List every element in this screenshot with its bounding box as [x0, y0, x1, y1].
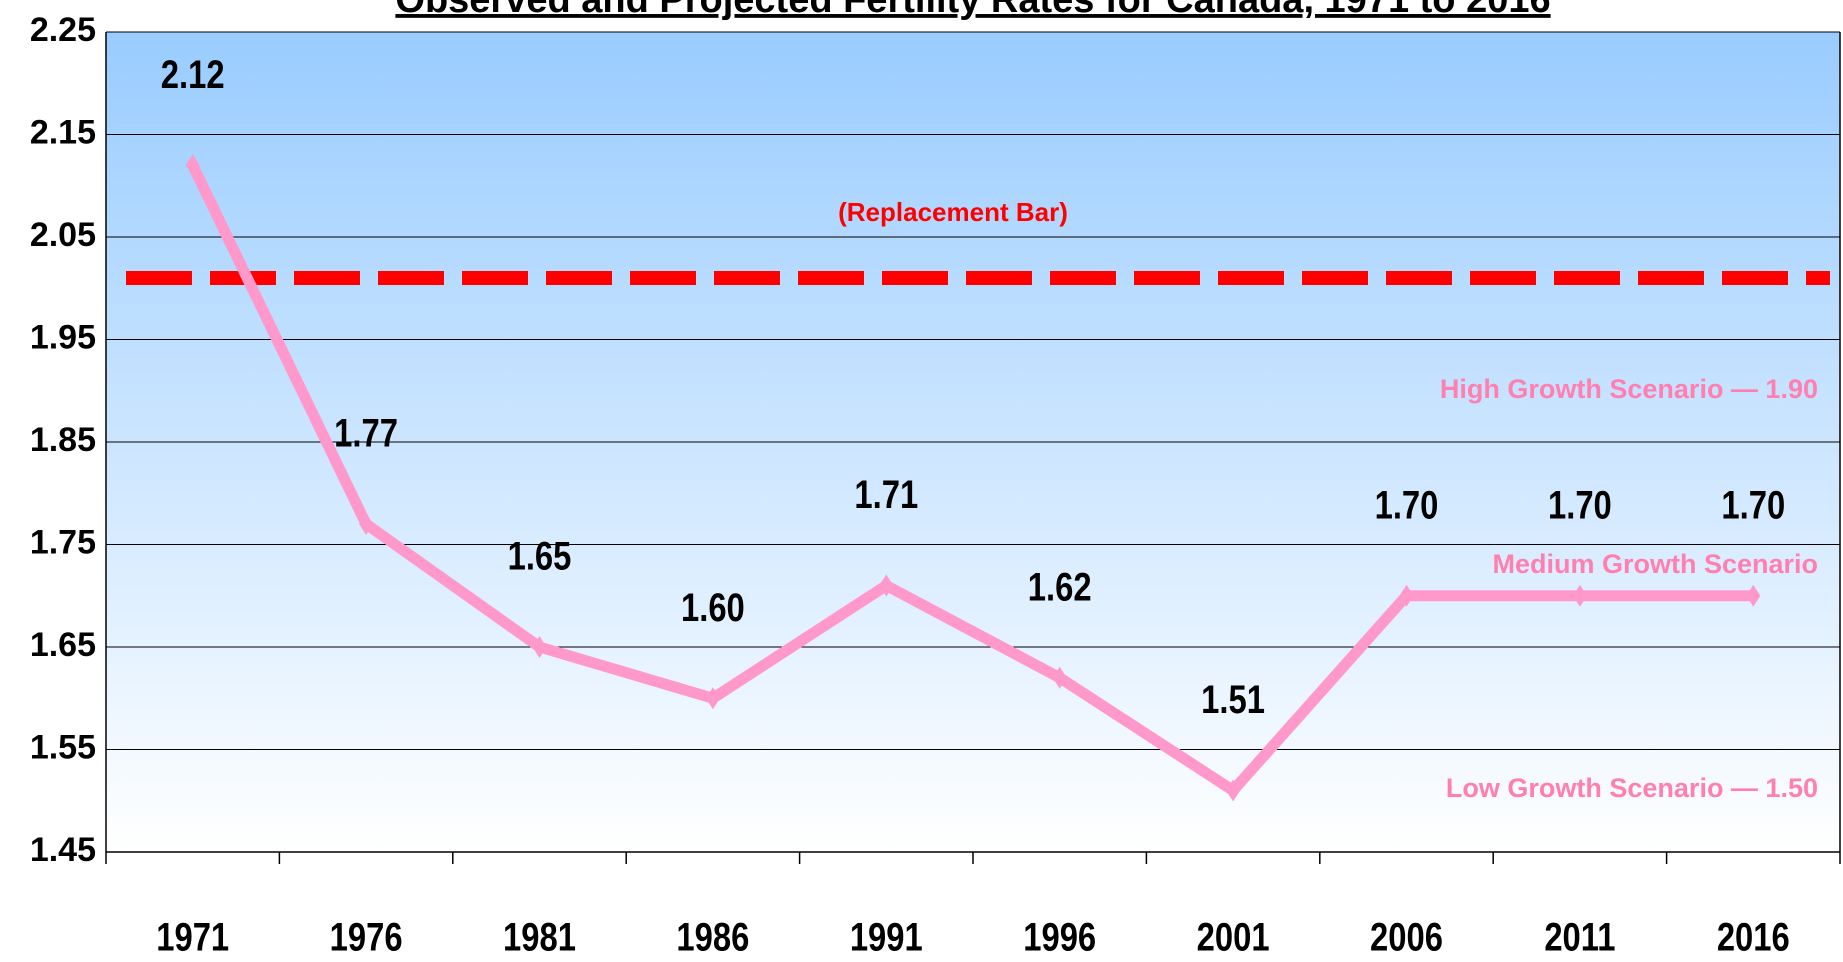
- y-tick-label: 1.85: [30, 421, 96, 459]
- marker: [1746, 584, 1761, 607]
- data-label: 1.65: [508, 533, 572, 578]
- data-label: 1.60: [681, 585, 745, 630]
- marker: [1572, 584, 1587, 607]
- data-label: 1.51: [1201, 677, 1265, 722]
- marker: [359, 513, 374, 535]
- data-label: 1.70: [1721, 482, 1785, 527]
- x-tick-label: 1996: [1023, 914, 1096, 959]
- data-label: 2.12: [161, 52, 225, 97]
- x-tick-label: 2001: [1197, 914, 1270, 959]
- y-tick-label: 1.55: [30, 728, 96, 766]
- y-tick-label: 1.95: [30, 318, 96, 356]
- y-tick-label: 1.65: [30, 626, 96, 664]
- y-tick-label: 2.15: [30, 113, 96, 151]
- data-label: 1.70: [1375, 482, 1439, 527]
- x-tick-label: 2011: [1544, 914, 1615, 959]
- y-tick-label: 2.05: [30, 216, 96, 254]
- x-tick-label: 2016: [1717, 914, 1790, 959]
- data-label: 1.62: [1028, 564, 1092, 609]
- marker: [1052, 666, 1067, 689]
- marker: [185, 154, 200, 177]
- y-tick-label: 2.25: [30, 11, 96, 49]
- chart-title: Observed and Projected Fertility Rates f…: [395, 0, 1550, 21]
- x-tick-label: 1991: [850, 914, 923, 959]
- data-label: 1.70: [1548, 482, 1612, 527]
- marker: [1399, 584, 1414, 607]
- marker: [879, 574, 894, 597]
- line: [187, 162, 1754, 796]
- x-tick-label: 1986: [676, 914, 749, 959]
- annotation: Medium Growth Scenario: [1492, 549, 1818, 579]
- x-tick-label: 1971: [156, 914, 229, 959]
- marker: [1226, 779, 1241, 802]
- data-label: 1.71: [854, 472, 918, 517]
- data-label: 1.77: [334, 410, 398, 455]
- x-tick-label: 1981: [503, 914, 576, 959]
- x-tick-label: 1976: [330, 914, 403, 959]
- y-tick-label: 1.75: [30, 523, 96, 561]
- reference-label: (Replacement Bar): [838, 197, 1068, 227]
- annotation: Low Growth Scenario — 1.50: [1446, 773, 1818, 803]
- y-tick-label: 1.45: [30, 831, 96, 869]
- annotation: High Growth Scenario — 1.90: [1440, 374, 1818, 404]
- marker: [532, 636, 547, 658]
- marker: [705, 687, 720, 710]
- x-tick-label: 2006: [1370, 914, 1443, 959]
